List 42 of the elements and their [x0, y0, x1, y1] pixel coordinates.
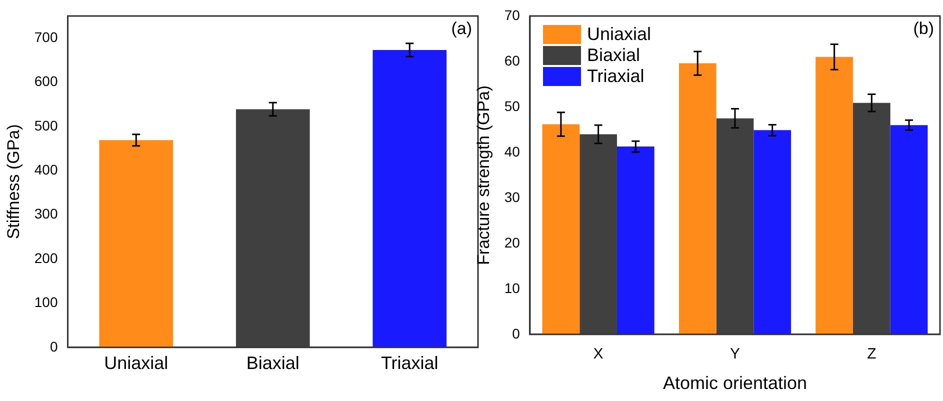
y-tick-label: 10 [504, 280, 520, 296]
y-axis-title: Fracture strength (GPa) [474, 85, 493, 265]
x-tick-label: X [593, 346, 604, 363]
bar [716, 118, 754, 334]
y-tick-label: 400 [34, 162, 58, 178]
x-tick-label: Biaxial [246, 353, 300, 374]
bar [754, 130, 792, 334]
bar [99, 140, 174, 348]
y-tick-label: 50 [504, 98, 520, 114]
bar [580, 134, 617, 334]
y-tick-label: 60 [504, 52, 520, 68]
bar [890, 125, 928, 334]
bar [236, 109, 310, 348]
y-tick-label: 30 [504, 188, 520, 205]
x-tick-label: Triaxial [380, 353, 438, 374]
x-tick-label: Uniaxial [104, 353, 168, 374]
y-tick-label: 20 [504, 234, 520, 250]
bar [616, 146, 654, 334]
y-tick-label: 600 [34, 73, 58, 90]
annotation: (b) [913, 19, 934, 38]
y-tick-label: 300 [34, 206, 58, 222]
legend-label: Biaxial [586, 45, 640, 66]
y-tick-label: 0 [50, 338, 58, 354]
y-tick-label: 700 [34, 28, 58, 45]
bar [372, 50, 447, 348]
y-tick-label: 200 [34, 250, 58, 266]
legend-label: Uniaxial [586, 24, 651, 45]
y-tick-label: 40 [504, 143, 520, 160]
legend-label: Triaxial [586, 66, 644, 87]
y-axis-title: Stiffness (GPa) [4, 124, 23, 240]
bar [852, 102, 890, 334]
bar [542, 124, 580, 334]
x-tick-label: Y [730, 346, 740, 363]
y-tick-label: 500 [34, 117, 58, 134]
x-tick-label: Z [867, 346, 876, 363]
bar [816, 56, 853, 334]
x-axis-title: Atomic orientation [662, 373, 808, 394]
bar [678, 63, 716, 334]
annotation: (a) [451, 19, 472, 38]
y-tick-label: 100 [34, 294, 58, 310]
y-tick-label: 0 [512, 325, 520, 342]
y-tick-label: 70 [504, 6, 520, 23]
